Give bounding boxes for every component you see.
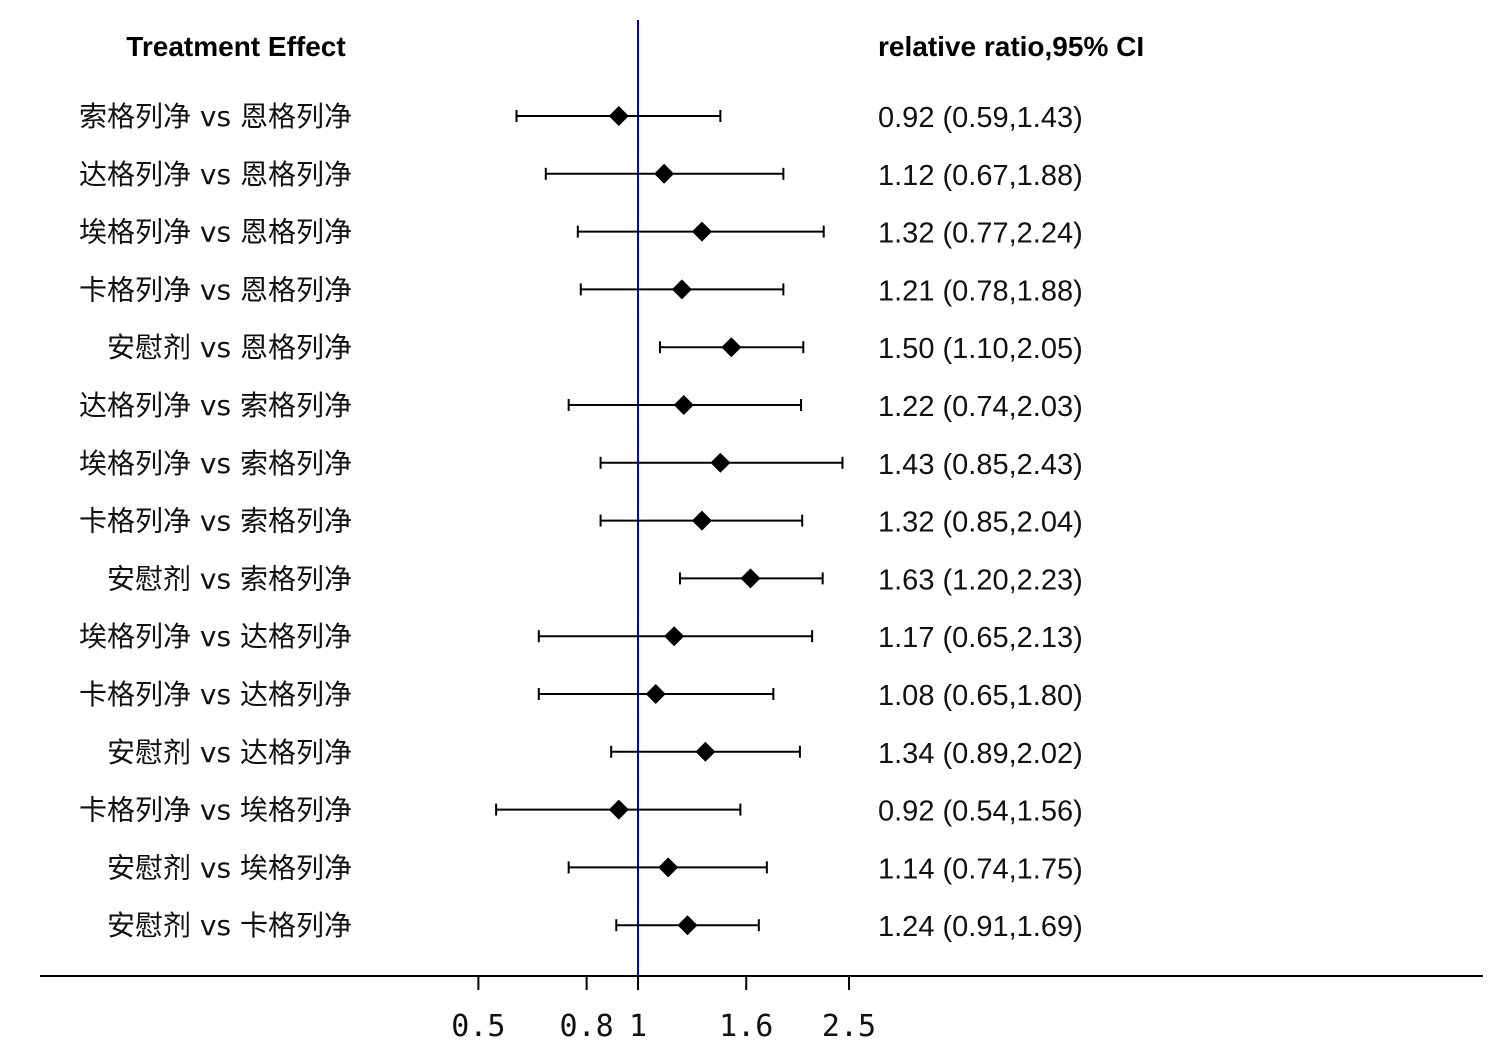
row-label: 卡格列净 vs 达格列净 — [79, 678, 352, 711]
estimate-text: 1.21 (0.78,1.88) — [878, 275, 1083, 307]
estimate-diamond — [740, 568, 761, 589]
estimate-diamond — [721, 337, 742, 358]
estimate-diamond — [691, 221, 712, 242]
estimate-text: 1.24 (0.91,1.69) — [878, 911, 1083, 943]
row-label: 达格列净 vs 恩格列净 — [79, 158, 352, 191]
estimate-diamond — [671, 279, 692, 300]
right-column-header: relative ratio,95% CI — [878, 31, 1144, 62]
row-8: 卡格列净 vs 索格列净 1.32 (0.85,2.04) — [79, 505, 1083, 539]
estimate-text: 1.12 (0.67,1.88) — [878, 160, 1083, 192]
row-label: 埃格列净 vs 达格列净 — [79, 620, 352, 653]
row-14: 安慰剂 vs 埃格列净 1.14 (0.74,1.75) — [107, 851, 1083, 885]
estimate-diamond — [695, 741, 716, 762]
row-11: 卡格列净 vs 达格列净 1.08 (0.65,1.80) — [79, 678, 1083, 712]
estimate-diamond — [664, 626, 685, 647]
row-12: 安慰剂 vs 达格列净 1.34 (0.89,2.02) — [107, 736, 1083, 770]
row-label: 安慰剂 vs 索格列净 — [107, 562, 352, 595]
row-15: 安慰剂 vs 卡格列净 1.24 (0.91,1.69) — [107, 909, 1083, 943]
estimate-diamond — [608, 799, 629, 820]
estimate-text: 1.22 (0.74,2.03) — [878, 391, 1083, 423]
estimate-text: 1.08 (0.65,1.80) — [878, 680, 1083, 712]
estimate-text: 1.14 (0.74,1.75) — [878, 853, 1083, 885]
estimate-diamond — [654, 163, 675, 184]
estimate-diamond — [608, 106, 629, 126]
row-label: 安慰剂 vs 达格列净 — [107, 736, 352, 769]
estimate-text: 1.43 (0.85,2.43) — [878, 449, 1083, 481]
estimate-text: 1.63 (1.20,2.23) — [878, 564, 1083, 596]
row-label: 安慰剂 vs 恩格列净 — [107, 331, 352, 364]
estimate-text: 0.92 (0.54,1.56) — [878, 796, 1083, 828]
row-3: 埃格列净 vs 恩格列净 1.32 (0.77,2.24) — [79, 216, 1083, 250]
row-label: 卡格列净 vs 恩格列净 — [79, 273, 352, 306]
tick-label: 1.6 — [719, 1009, 773, 1044]
row-label: 卡格列净 vs 索格列净 — [79, 505, 352, 538]
row-2: 达格列净 vs 恩格列净 1.12 (0.67,1.88) — [79, 158, 1083, 192]
estimate-diamond — [673, 395, 694, 415]
row-label: 埃格列净 vs 恩格列净 — [79, 216, 352, 249]
row-label: 安慰剂 vs 埃格列净 — [107, 851, 352, 884]
estimate-text: 1.32 (0.85,2.04) — [878, 507, 1083, 539]
row-label: 埃格列净 vs 索格列净 — [79, 447, 352, 480]
estimate-diamond — [658, 857, 679, 878]
tick-label: 1 — [629, 1009, 647, 1044]
left-column-header: Treatment Effect — [126, 31, 345, 62]
estimate-text: 0.92 (0.59,1.43) — [878, 102, 1083, 134]
study-rows: 索格列净 vs 恩格列净 0.92 (0.59,1.43) 达格列净 vs 恩格列净… — [79, 100, 1083, 943]
estimate-text: 1.34 (0.89,2.02) — [878, 738, 1083, 770]
estimate-diamond — [645, 684, 666, 704]
row-1: 索格列净 vs 恩格列净 0.92 (0.59,1.43) — [79, 100, 1083, 134]
row-label: 达格列净 vs 索格列净 — [79, 389, 352, 422]
estimate-text: 1.17 (0.65,2.13) — [878, 622, 1083, 654]
row-13: 卡格列净 vs 埃格列净 0.92 (0.54,1.56) — [79, 794, 1083, 828]
estimate-text: 1.50 (1.10,2.05) — [878, 333, 1083, 365]
estimate-diamond — [691, 510, 712, 531]
x-axis: 0.5 0.8 1 1.6 2.5 — [40, 975, 1483, 1044]
tick-label: 0.8 — [560, 1009, 614, 1044]
row-5: 安慰剂 vs 恩格列净 1.50 (1.10,2.05) — [107, 331, 1083, 365]
estimate-diamond — [710, 452, 731, 473]
row-label: 卡格列净 vs 埃格列净 — [79, 794, 352, 827]
row-4: 卡格列净 vs 恩格列净 1.21 (0.78,1.88) — [79, 273, 1083, 307]
row-label: 安慰剂 vs 卡格列净 — [107, 909, 352, 942]
row-label: 索格列净 vs 恩格列净 — [79, 100, 352, 133]
estimate-diamond — [677, 915, 698, 936]
row-6: 达格列净 vs 索格列净 1.22 (0.74,2.03) — [79, 389, 1083, 423]
estimate-text: 1.32 (0.77,2.24) — [878, 218, 1083, 250]
tick-label: 0.5 — [451, 1009, 505, 1044]
row-10: 埃格列净 vs 达格列净 1.17 (0.65,2.13) — [79, 620, 1083, 654]
tick-label: 2.5 — [822, 1009, 876, 1044]
row-7: 埃格列净 vs 索格列净 1.43 (0.85,2.43) — [79, 447, 1083, 481]
row-9: 安慰剂 vs 索格列净 1.63 (1.20,2.23) — [107, 562, 1083, 596]
